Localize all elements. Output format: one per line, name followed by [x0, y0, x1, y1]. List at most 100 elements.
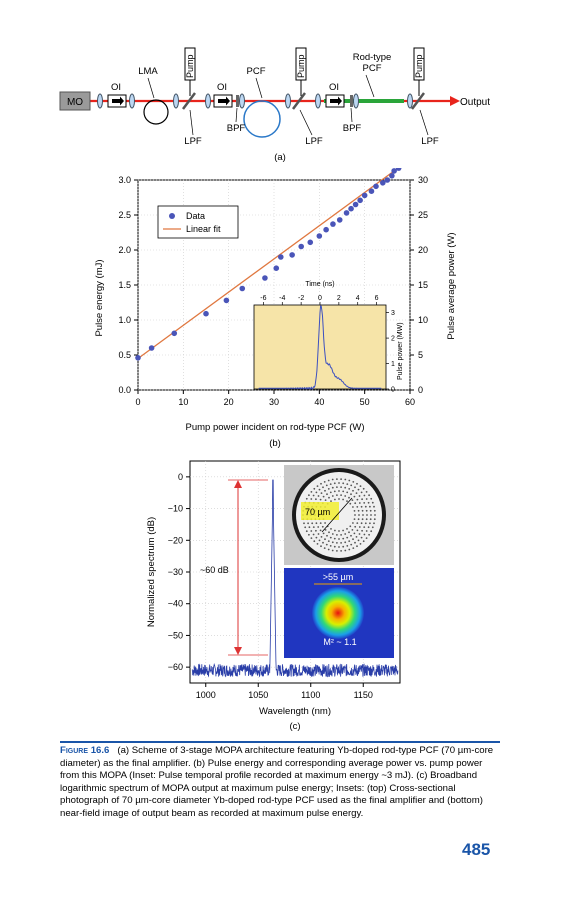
data-point [148, 345, 155, 351]
bpf-label-1: BPF [227, 123, 246, 134]
inset-x-tick-label: 6 [375, 295, 379, 302]
lma-fiber-coil [143, 99, 169, 125]
y2-tick-label: 20 [418, 245, 428, 255]
pump-2: Pump [295, 47, 307, 96]
data-point [323, 226, 329, 233]
x-axis-label: Pump power incident on rod-type PCF (W) [186, 422, 365, 433]
pcf-label: PCF [247, 66, 266, 77]
lpf-label-3: LPF [421, 136, 439, 147]
y2-tick-label: 5 [418, 350, 423, 360]
x-tick-label: 40 [314, 397, 324, 407]
x-tick-label: 50 [360, 397, 370, 407]
panel-b-label: (b) [269, 438, 281, 449]
fiber-cross-section-inset: 70 µm [284, 465, 394, 565]
inset-xlabel: Time (ns) [305, 281, 334, 288]
pump-1: Pump [184, 47, 196, 96]
x-tick-label: 60 [405, 397, 415, 407]
y-axis-label: Pulse energy (mJ) [94, 259, 105, 336]
legend-data-marker [169, 213, 175, 219]
x-tick-label: 30 [269, 397, 279, 407]
data-point [348, 205, 354, 212]
data-point [361, 192, 368, 199]
y2-tick-label: 0 [418, 385, 423, 395]
near-field-inset: >55 µm M² ~ 1.1 [284, 568, 394, 658]
y-tick-label: 2.0 [118, 245, 131, 255]
spectrum-trace [191, 479, 399, 678]
data-point [278, 254, 284, 260]
mo-box [59, 91, 91, 111]
panel-c-label: (c) [289, 721, 300, 732]
data-point [289, 252, 295, 258]
pcf-coil [243, 100, 281, 138]
data-point [223, 297, 230, 304]
y-tick-label: 1.0 [118, 315, 131, 325]
pulse-trace [258, 305, 382, 391]
inset-x-tick-label: 0 [318, 295, 322, 302]
dynamic-range-annotation: ~60 dB [200, 479, 268, 656]
data-point [368, 188, 375, 194]
lma-label: LMA [138, 66, 158, 77]
x-tick-label: 20 [224, 397, 234, 407]
data-point [298, 243, 305, 250]
x-tick-label: 1100 [301, 690, 320, 700]
legend: Data Linear fit [157, 205, 239, 239]
inset-x-tick-label: -4 [279, 295, 285, 302]
y-tick-label: −40 [168, 599, 183, 609]
pump-3: Pump [413, 47, 425, 96]
data-point [389, 173, 395, 179]
y-tick-label: 3.0 [118, 175, 131, 185]
rod-type-label-line2: PCF [363, 63, 382, 74]
data-point [239, 285, 246, 292]
data-point [307, 239, 314, 246]
y-tick-label: 2.5 [118, 210, 131, 220]
data-point [343, 210, 350, 216]
inset-y-tick-label: 3 [391, 310, 395, 317]
m2-label: M² ~ 1.1 [323, 637, 356, 647]
panel-b-chart: 0 10 20 30 40 50 60 0.00.51.01.52.02.53.0 0510… [94, 168, 457, 449]
y2-tick-label: 15 [418, 280, 428, 290]
inset-y-tick-label: 0 [391, 387, 395, 394]
bpf-1 [236, 95, 239, 107]
y-tick-label: 1.5 [118, 280, 131, 290]
inset-x-tick-label: -2 [298, 295, 304, 302]
inset-x-tick-label: 4 [356, 295, 360, 302]
lpf-label-2: LPF [305, 136, 323, 147]
inset-y-tick-label: 1 [391, 361, 395, 368]
rod-type-label-line1: Rod-type [353, 52, 392, 63]
beam-size-label: >55 µm [323, 572, 353, 582]
optical-isolator-3 [325, 94, 345, 108]
data-point [384, 177, 391, 183]
oi-label-3: OI [329, 82, 339, 93]
data-point [316, 233, 323, 239]
inset-y-tick-label: 2 [391, 336, 395, 343]
y-tick-label: 0.0 [118, 385, 131, 395]
output-label: Output [460, 97, 490, 108]
inset-ylabel: Pulse power (MW) [397, 322, 404, 380]
data-point [330, 221, 336, 227]
sixty-db-label: ~60 dB [200, 565, 229, 575]
y2-tick-label: 10 [418, 315, 428, 325]
data-point [395, 168, 402, 171]
oi-label-2: OI [217, 82, 227, 93]
x-tick-label: 10 [178, 397, 188, 407]
y-tick-label: −10 [168, 504, 183, 514]
data-point [135, 355, 141, 361]
mo-label: MO [67, 97, 83, 108]
legend-data-label: Data [186, 211, 205, 221]
linear-fit-line [137, 168, 400, 360]
output-arrow [450, 96, 460, 106]
data-point [391, 168, 397, 174]
x-axis-label: Wavelength (nm) [259, 706, 331, 717]
panel-c-chart: 1000 1050 1100 1150 0 −10 −20 −30 −40 −50 −60 ~60… [146, 460, 401, 732]
x-tick-label: 1000 [196, 690, 216, 700]
inset-x-tick-label: -6 [260, 295, 266, 302]
data-point [262, 275, 268, 281]
data-point [357, 197, 363, 204]
x-tick-label: 0 [135, 397, 140, 407]
optical-isolator-1 [107, 94, 127, 108]
data-point [171, 330, 178, 337]
y2-tick-label: 30 [418, 175, 428, 185]
legend-fit-label: Linear fit [186, 224, 221, 234]
data-point [336, 217, 343, 223]
page-number: 485 [462, 840, 491, 859]
